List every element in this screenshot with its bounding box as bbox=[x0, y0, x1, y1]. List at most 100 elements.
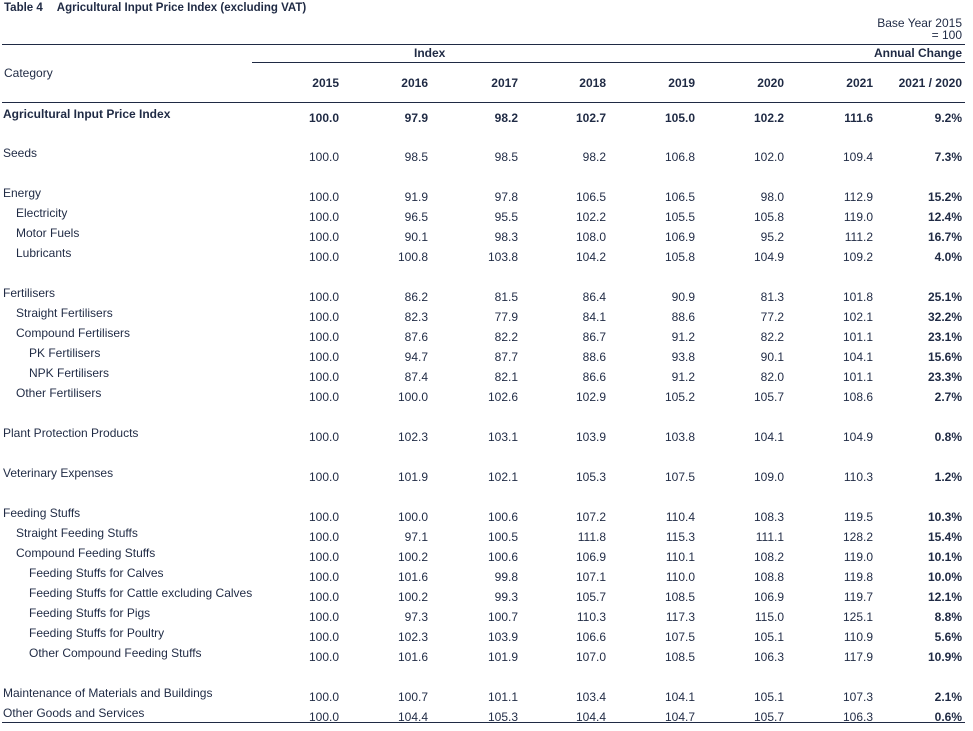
cell-2015: 100.0 bbox=[308, 510, 339, 524]
row-label: Other Fertilisers bbox=[16, 386, 102, 400]
cell-2015: 100.0 bbox=[308, 650, 339, 664]
cell-2016: 87.4 bbox=[404, 370, 428, 384]
cell-2020: 90.1 bbox=[760, 350, 784, 364]
cell-annual-change: 0.8% bbox=[934, 430, 962, 444]
cell-2021: 119.8 bbox=[843, 570, 873, 584]
cell-annual-change: 15.6% bbox=[927, 350, 962, 364]
cell-2019: 105.2 bbox=[664, 390, 695, 404]
top-rule bbox=[2, 44, 965, 45]
cell-2020: 102.2 bbox=[753, 111, 784, 125]
table-row: Electricity 100.0 96.5 95.5 102.2 105.5 105.8 1… bbox=[0, 206, 973, 226]
cell-2017: 87.7 bbox=[494, 350, 518, 364]
table-title-text: Agricultural Input Price Index (excludin… bbox=[56, 2, 307, 14]
category-header: Category bbox=[4, 66, 53, 80]
cell-2021: 104.9 bbox=[842, 430, 873, 444]
cell-2017: 98.5 bbox=[494, 150, 518, 164]
cell-2020: 105.8 bbox=[753, 210, 784, 224]
cell-2016: 100.0 bbox=[397, 390, 428, 404]
row-label: Lubricants bbox=[16, 246, 72, 260]
cell-2015: 100.0 bbox=[308, 470, 339, 484]
cell-2018: 105.3 bbox=[575, 470, 606, 484]
base-year-line1: Base Year 2015 bbox=[877, 16, 962, 30]
cell-2016: 100.2 bbox=[397, 550, 428, 564]
cell-2017: 82.2 bbox=[494, 330, 518, 344]
cell-2015: 100.0 bbox=[308, 370, 339, 384]
cell-2018: 105.7 bbox=[575, 590, 606, 604]
cell-2019: 88.6 bbox=[671, 310, 695, 324]
cell-2021: 111.6 bbox=[844, 111, 873, 125]
cell-annual-change: 15.2% bbox=[927, 190, 962, 204]
cell-2017: 97.8 bbox=[494, 190, 518, 204]
table-row: NPK Fertilisers 100.0 87.4 82.1 86.6 91.2 82.0… bbox=[0, 366, 973, 386]
cell-2017: 99.8 bbox=[494, 570, 518, 584]
cell-2015: 100.0 bbox=[308, 111, 339, 125]
cell-2019: 106.8 bbox=[664, 150, 695, 164]
row-label: Plant Protection Products bbox=[3, 426, 139, 440]
table-row: Other Goods and Services 100.0 104.4 105.3 1… bbox=[0, 706, 973, 726]
cell-2021: 106.3 bbox=[842, 710, 873, 724]
cell-2015: 100.0 bbox=[308, 230, 339, 244]
cell-2020: 105.7 bbox=[753, 390, 784, 404]
cell-annual-change: 16.7% bbox=[927, 230, 962, 244]
cell-2021: 112.9 bbox=[843, 190, 873, 204]
cell-2020: 95.2 bbox=[760, 230, 784, 244]
cell-2021: 101.1 bbox=[842, 370, 873, 384]
cell-2016: 96.5 bbox=[404, 210, 428, 224]
cell-2018: 86.7 bbox=[582, 330, 606, 344]
row-label: Straight Fertilisers bbox=[16, 306, 113, 320]
table-row: Energy 100.0 91.9 97.8 106.5 106.5 98.0 112.9 15… bbox=[0, 186, 973, 206]
cell-2017: 102.6 bbox=[487, 390, 518, 404]
cell-2021: 128.2 bbox=[842, 530, 873, 544]
cell-2019: 117.3 bbox=[665, 610, 695, 624]
cell-annual-change: 10.1% bbox=[927, 550, 962, 564]
column-header-1: 2016 bbox=[401, 76, 428, 90]
cell-annual-change: 25.1% bbox=[927, 290, 962, 304]
cell-annual-change: 9.2% bbox=[934, 111, 962, 125]
base-year-line2: = 100 bbox=[931, 28, 962, 42]
table-row: Straight Fertilisers 100.0 82.3 77.9 84.1 88.… bbox=[0, 306, 973, 326]
cell-2021: 119.0 bbox=[843, 210, 873, 224]
bottom-rule bbox=[2, 722, 965, 723]
cell-2015: 100.0 bbox=[308, 610, 339, 624]
cell-2019: 106.5 bbox=[664, 190, 695, 204]
cell-annual-change: 8.8% bbox=[934, 610, 962, 624]
index-group-header: Index bbox=[414, 46, 446, 60]
cell-2017: 103.1 bbox=[487, 430, 518, 444]
row-label: Feeding Stuffs for Cattle excluding Calv… bbox=[29, 586, 253, 600]
cell-2017: 102.1 bbox=[487, 470, 518, 484]
cell-2020: 108.2 bbox=[753, 550, 784, 564]
table-row: Fertilisers 100.0 86.2 81.5 86.4 90.9 81.3 101.… bbox=[0, 286, 973, 306]
cell-2018: 103.9 bbox=[575, 430, 606, 444]
cell-annual-change: 10.9% bbox=[927, 650, 962, 664]
cell-2018: 102.9 bbox=[575, 390, 606, 404]
cell-2017: 103.9 bbox=[487, 630, 518, 644]
column-header-5: 2020 bbox=[757, 76, 784, 90]
cell-2020: 77.2 bbox=[760, 310, 784, 324]
cell-2016: 98.5 bbox=[404, 150, 428, 164]
cell-2015: 100.0 bbox=[308, 210, 339, 224]
cell-2018: 88.6 bbox=[582, 350, 606, 364]
cell-2016: 90.1 bbox=[404, 230, 428, 244]
cell-2020: 111.1 bbox=[755, 530, 784, 544]
cell-2015: 100.0 bbox=[308, 690, 339, 704]
cell-2015: 100.0 bbox=[308, 630, 339, 644]
cell-2015: 100.0 bbox=[308, 590, 339, 604]
cell-2021: 101.8 bbox=[842, 290, 873, 304]
cell-2017: 100.6 bbox=[487, 550, 518, 564]
cell-2019: 110.0 bbox=[665, 570, 695, 584]
cell-2021: 110.9 bbox=[843, 630, 873, 644]
cell-2020: 104.9 bbox=[753, 250, 784, 264]
cell-annual-change: 0.6% bbox=[934, 710, 962, 724]
cell-2018: 106.6 bbox=[575, 630, 606, 644]
cell-annual-change: 23.1% bbox=[927, 330, 962, 344]
cell-2017: 100.5 bbox=[487, 530, 518, 544]
cell-2016: 97.9 bbox=[404, 111, 428, 125]
row-label: Feeding Stuffs for Pigs bbox=[29, 606, 151, 620]
cell-2015: 100.0 bbox=[308, 150, 339, 164]
cell-2016: 100.2 bbox=[397, 590, 428, 604]
table-row: Feeding Stuffs for Cattle excluding Calv… bbox=[0, 586, 973, 606]
cell-2021: 109.2 bbox=[842, 250, 873, 264]
cell-2020: 109.0 bbox=[753, 470, 784, 484]
row-label: Compound Fertilisers bbox=[16, 326, 131, 340]
cell-2018: 98.2 bbox=[582, 150, 606, 164]
